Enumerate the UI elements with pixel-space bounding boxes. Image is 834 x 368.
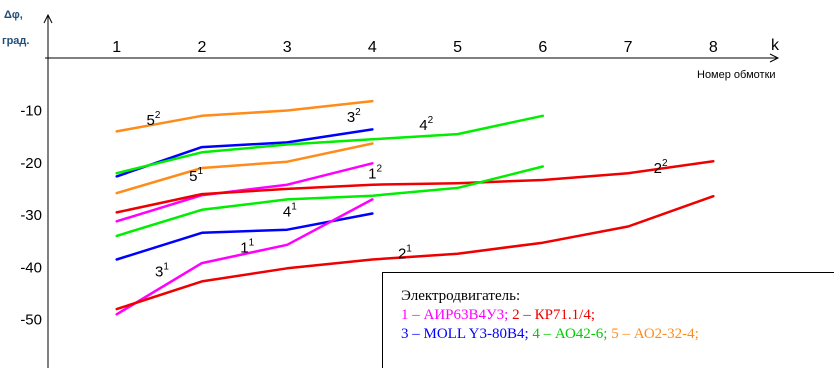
curve-label-base: 2 — [654, 160, 662, 177]
x-axis-arrow — [769, 53, 780, 63]
series-lines — [115, 99, 715, 316]
curve-label-base: 5 — [189, 168, 197, 185]
curve-label-5-2: 52 — [147, 110, 161, 129]
y-axis-arrow — [43, 13, 53, 24]
curve-label-3-2: 32 — [347, 107, 361, 126]
curve-label-sup: 2 — [376, 163, 382, 174]
series-line-2-1 — [115, 194, 715, 311]
legend-row: 3 – MOLL Y3-80B4; 4 – АО42-6; 5 – АО2-32… — [401, 325, 834, 344]
y-axis-title-line2: град. — [2, 35, 29, 47]
series-line-5-1 — [115, 142, 374, 195]
series-line-4-2 — [115, 114, 545, 175]
curve-label-1-2: 12 — [368, 163, 382, 182]
curve-label-2-2: 22 — [654, 158, 668, 177]
curve-label-sup: 1 — [249, 238, 255, 249]
y-tick-label-minus20: -20 — [20, 155, 42, 172]
curve-label-4-1: 41 — [283, 202, 297, 221]
curve-label-sup: 2 — [428, 115, 434, 126]
x-axis-title: Номер обмотки — [697, 69, 776, 81]
x-tick-label-1: 1 — [112, 39, 121, 56]
x-tick-label-6: 6 — [538, 39, 547, 56]
series-line-1-1 — [115, 198, 374, 316]
x-tick-labels: 1 2 3 4 5 6 7 8 — [112, 39, 718, 56]
y-axis-title-line1: Δφ, — [4, 9, 23, 21]
x-tick-label-8: 8 — [709, 39, 718, 56]
series-line-1-2 — [115, 162, 374, 223]
legend-entry: 2 – КР71.1/4; — [512, 307, 595, 323]
curve-label-sup: 1 — [406, 243, 412, 254]
curve-label-base: 5 — [147, 112, 155, 129]
x-tick-label-5: 5 — [453, 39, 462, 56]
curve-label-sup: 1 — [197, 166, 203, 177]
curve-label-base: 3 — [347, 109, 355, 126]
x-tick-label-7: 7 — [624, 39, 633, 56]
x-tick-label-2: 2 — [197, 39, 206, 56]
legend-entry: 1 – АИР63В4У3; — [401, 307, 513, 323]
curve-label-sup: 2 — [355, 107, 361, 118]
curve-label-sup: 1 — [163, 262, 169, 273]
series-line-5-2 — [115, 99, 374, 133]
curve-label-sup: 1 — [291, 202, 297, 213]
curve-label-2-1: 21 — [398, 243, 412, 262]
x-tick-label-3: 3 — [283, 39, 292, 56]
curve-label-sup: 2 — [662, 158, 668, 169]
y-tick-label-minus30: -30 — [20, 207, 42, 224]
curve-label-5-1: 51 — [189, 166, 203, 185]
curve-label-base: 1 — [368, 165, 376, 182]
curve-label-3-1: 31 — [155, 262, 169, 281]
legend-entry: 3 – MOLL Y3-80B4; — [401, 326, 533, 342]
legend-entry: 5 – АО2-32-4; — [611, 326, 699, 342]
y-tick-label-minus50: -50 — [20, 312, 42, 329]
legend-title: Электродвигатель: — [401, 288, 521, 304]
curve-label-4-2: 42 — [419, 115, 433, 134]
y-tick-label-minus40: -40 — [20, 259, 42, 276]
curve-label-base: 4 — [419, 117, 427, 134]
curve-label-1-1: 11 — [240, 238, 254, 257]
legend-row: 1 – АИР63В4У3; 2 – КР71.1/4; — [401, 306, 834, 325]
x-tick-label-4: 4 — [368, 39, 377, 56]
y-tick-label-minus10: -10 — [20, 103, 42, 120]
legend: Электродвигатель: 1 – АИР63В4У3; 2 – КР7… — [382, 272, 834, 368]
curve-label-base: 1 — [240, 240, 248, 257]
x-axis-symbol: k — [771, 37, 780, 54]
curve-label-base: 2 — [398, 245, 406, 262]
curve-label-base: 4 — [283, 204, 291, 221]
legend-entries: 1 – АИР63В4У3; 2 – КР71.1/4; 3 – MOLL Y3-… — [401, 306, 834, 344]
curve-label-sup: 2 — [155, 110, 161, 121]
curve-label-base: 3 — [155, 264, 163, 281]
y-tick-labels: -10 -20 -30 -40 -50 — [20, 103, 42, 329]
legend-entry: 4 – АО42-6; — [532, 326, 612, 342]
series-line-4-1 — [115, 165, 545, 238]
series-line-2-2 — [115, 159, 715, 214]
